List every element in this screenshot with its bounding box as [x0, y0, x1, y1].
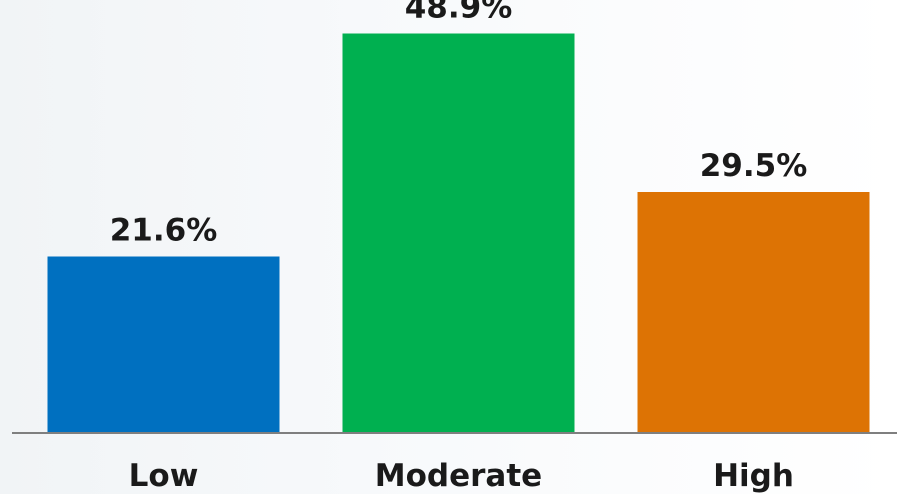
data-label-moderate: 48.9% — [405, 0, 513, 26]
x-tick-label-high: High — [713, 458, 794, 494]
data-label-low: 21.6% — [110, 213, 218, 249]
x-tick-label-moderate: Moderate — [375, 458, 542, 494]
bar-high — [637, 192, 870, 433]
bar-low — [47, 256, 280, 433]
bars-layer — [47, 33, 870, 433]
bar-moderate — [342, 33, 575, 433]
labels-layer: 21.6% Low 48.9% Moderate 29.5% High — [110, 0, 808, 494]
x-tick-label-low: Low — [129, 458, 199, 494]
data-label-high: 29.5% — [700, 148, 808, 184]
